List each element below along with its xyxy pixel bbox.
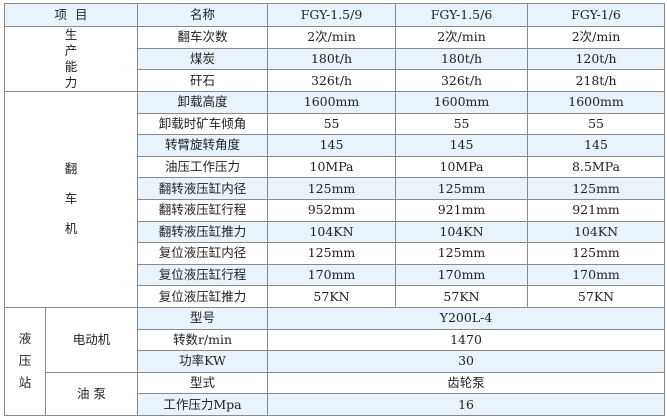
param-name: 复位液压缸推力 — [137, 285, 269, 308]
param-value: 55 — [267, 112, 397, 136]
param-value: 1600mm — [395, 91, 529, 114]
param-value: 125mm — [267, 242, 397, 265]
param-value: 104KN — [267, 220, 397, 244]
param-value: 170mm — [395, 263, 529, 287]
header-model: FGY-1.5/9 — [267, 3, 397, 27]
table-row: 转数r/min 1470 — [5, 328, 666, 352]
table-row: 翻转液压缸行程 952mm 921mm 921mm — [5, 198, 666, 222]
header-item: 项 目 — [3, 3, 139, 27]
param-name: 矸石 — [137, 69, 269, 92]
group-tipper: 翻车机 — [3, 91, 139, 308]
param-value: Y200L-4 — [267, 306, 666, 330]
param-name: 复位液压缸行程 — [137, 263, 269, 287]
table-row: 翻车机 卸载高度 1600mm 1600mm 1600mm — [3, 91, 666, 308]
param-value: 180t/h — [267, 47, 397, 71]
table-row: 油 泵型式 齿轮泵 — [5, 371, 666, 416]
param-name: 型式 — [137, 371, 269, 395]
param-value: 921mm — [527, 198, 666, 222]
table-row: 生产能力 翻车次数 2次/min 2次/min 2次/min — [3, 26, 666, 92]
header-row: 项 目 名称 FGY-1.5/9 FGY-1.5/6 FGY-1/6 — [3, 3, 666, 27]
param-value: 326t/h — [267, 69, 397, 92]
param-value: 57KN — [395, 285, 529, 308]
param-value: 326t/h — [395, 69, 529, 92]
param-value: 30 — [267, 350, 666, 373]
table-row: 复位液压缸推力 57KN 57KN 57KN — [5, 285, 666, 308]
group-pump: 油 泵 — [44, 371, 139, 416]
param-name: 卸载时矿车倾角 — [137, 112, 269, 136]
param-value: 55 — [527, 112, 666, 136]
param-value: 145 — [527, 134, 666, 157]
param-value: 170mm — [267, 263, 397, 287]
param-value: 57KN — [267, 285, 397, 308]
param-value: 125mm — [395, 177, 529, 200]
param-value: 180t/h — [395, 47, 529, 71]
param-value: 125mm — [395, 242, 529, 265]
param-value: 104KN — [395, 220, 529, 244]
param-name: 转数r/min — [137, 328, 269, 352]
table-row: 转臂旋转角度 145 145 145 — [5, 134, 666, 157]
param-value: 10MPa — [267, 155, 397, 179]
param-value: 145 — [267, 134, 397, 157]
param-name: 型号 — [137, 306, 269, 330]
table-row: 工作压力Mpa 16 — [5, 393, 666, 416]
param-value: 104KN — [527, 220, 666, 244]
param-value: 16 — [267, 393, 666, 416]
spec-table: 项 目 名称 FGY-1.5/9 FGY-1.5/6 FGY-1/6 生产能力翻… — [3, 3, 666, 416]
param-value: 125mm — [267, 177, 397, 200]
table-row: 功率KW 30 — [5, 350, 666, 373]
param-value: 125mm — [527, 177, 666, 200]
param-name: 转臂旋转角度 — [137, 134, 269, 157]
param-value: 120t/h — [527, 47, 666, 71]
param-name: 复位液压缸内径 — [137, 242, 269, 265]
table-row: 煤炭 180t/h 180t/h 120t/h — [5, 47, 666, 71]
param-value: 2次/min — [267, 26, 397, 49]
param-name: 煤炭 — [137, 47, 269, 71]
param-value: 125mm — [527, 242, 666, 265]
param-value: 齿轮泵 — [267, 371, 666, 395]
param-value: 1600mm — [267, 91, 397, 114]
param-name: 功率KW — [137, 350, 269, 373]
param-value: 57KN — [527, 285, 666, 308]
param-value: 218t/h — [527, 69, 666, 92]
param-value: 55 — [395, 112, 529, 136]
table-row: 翻转液压缸内径 125mm 125mm 125mm — [5, 177, 666, 200]
param-value: 170mm — [527, 263, 666, 287]
header-model: FGY-1/6 — [527, 3, 666, 27]
table-row: 复位液压缸行程 170mm 170mm 170mm — [5, 263, 666, 287]
param-name: 翻转液压缸行程 — [137, 198, 269, 222]
param-name: 翻车次数 — [137, 26, 269, 49]
param-value: 1470 — [267, 328, 666, 352]
param-value: 8.5MPa — [527, 155, 666, 179]
group-tipper-label: 翻车机 — [64, 161, 78, 237]
table-row: 矸石 326t/h 326t/h 218t/h — [5, 69, 666, 92]
param-value: 2次/min — [395, 26, 529, 49]
group-capacity-label: 生产能力 — [64, 27, 78, 90]
table-row: 油压工作压力 10MPa 10MPa 8.5MPa — [5, 155, 666, 179]
table-row: 液压站 电动机 型号 Y200L-4 — [4, 306, 666, 416]
param-name: 翻转液压缸内径 — [137, 177, 269, 200]
header-model: FGY-1.5/6 — [395, 3, 529, 27]
header-name: 名称 — [137, 3, 269, 27]
group-capacity: 生产能力 — [3, 26, 139, 92]
param-value: 1600mm — [527, 91, 666, 114]
table-row: 复位液压缸内径 125mm 125mm 125mm — [5, 242, 666, 265]
param-value: 921mm — [395, 198, 529, 222]
table-row: 翻转液压缸推力 104KN 104KN 104KN — [5, 220, 666, 244]
param-value: 10MPa — [395, 155, 529, 179]
param-name: 工作压力Mpa — [137, 393, 269, 416]
param-value: 2次/min — [527, 26, 666, 49]
group-hydraulic-station-label: 液压站 — [18, 331, 32, 391]
param-name: 卸载高度 — [137, 91, 269, 114]
param-name: 油压工作压力 — [137, 155, 269, 179]
param-value: 145 — [395, 134, 529, 157]
group-motor: 电动机 — [44, 306, 139, 373]
table-row: 卸载时矿车倾角 55 55 55 — [5, 112, 666, 136]
param-value: 952mm — [267, 198, 397, 222]
group-hydraulic-station: 液压站 — [4, 306, 46, 416]
param-name: 翻转液压缸推力 — [137, 220, 269, 244]
